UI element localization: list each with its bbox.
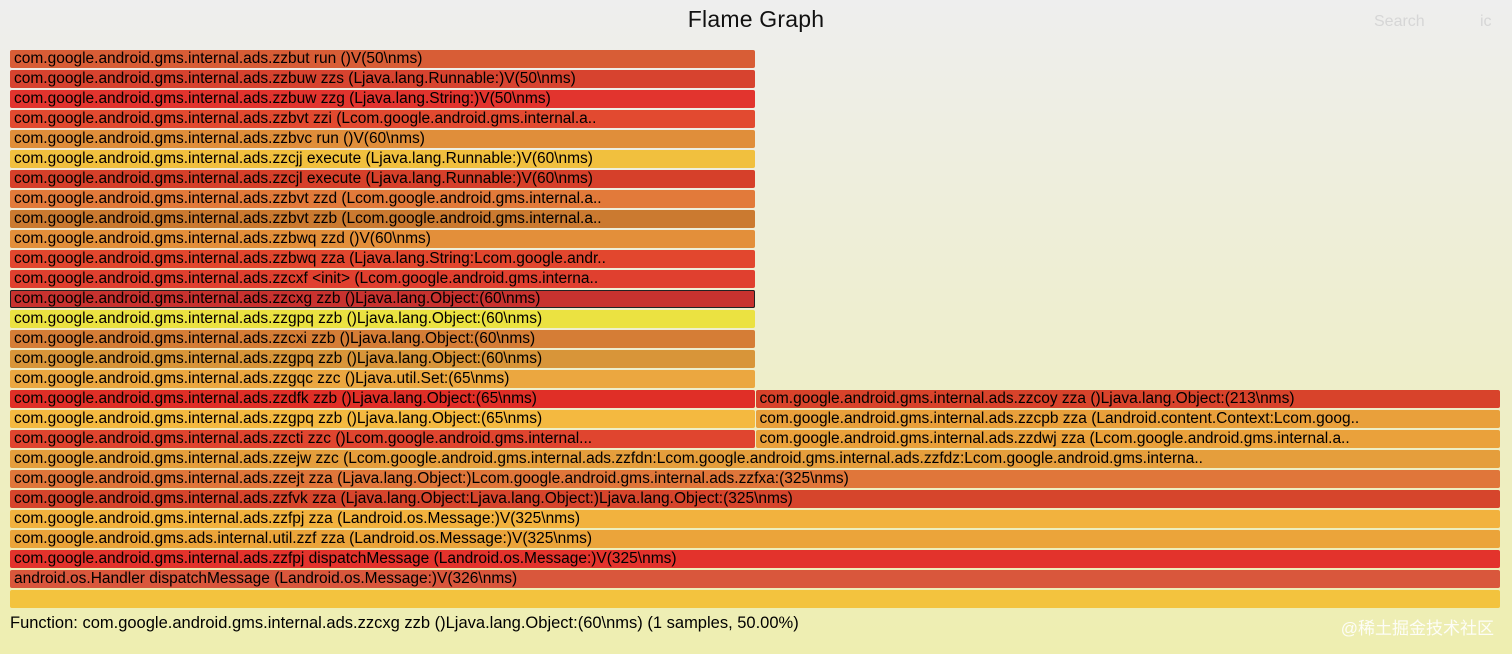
flame-frame-label: com.google.android.gms.internal.ads.zzbu… xyxy=(14,90,551,107)
flame-frame[interactable]: com.google.android.gms.internal.ads.zzbu… xyxy=(10,90,755,108)
flame-frame[interactable] xyxy=(10,590,1500,608)
flame-frame[interactable]: com.google.android.gms.internal.ads.zzco… xyxy=(755,390,1500,408)
flame-frame[interactable]: com.google.android.gms.internal.ads.zzbv… xyxy=(10,110,755,128)
ignore-case-toggle[interactable]: ic xyxy=(1480,13,1492,30)
flame-frame-label: com.google.android.gms.internal.ads.zzfv… xyxy=(14,490,793,507)
flame-frame-label: com.google.android.gms.internal.ads.zzbw… xyxy=(14,230,431,247)
search-button[interactable]: Search xyxy=(1374,13,1425,30)
flame-frame-label: com.google.android.gms.internal.ads.zzdw… xyxy=(759,430,1350,447)
flame-frame[interactable]: com.google.android.gms.internal.ads.zzct… xyxy=(10,430,755,448)
flame-frame[interactable]: com.google.android.gms.internal.ads.zzbu… xyxy=(10,70,755,88)
chart-title: Flame Graph xyxy=(687,6,825,32)
flame-frame[interactable]: com.google.android.gms.internal.ads.zzgq… xyxy=(10,370,755,388)
flame-frame[interactable]: com.google.android.gms.internal.ads.zzgp… xyxy=(10,410,755,428)
flame-frame-label: com.google.android.gms.internal.ads.zzbv… xyxy=(14,190,602,207)
flame-frame[interactable]: com.google.android.gms.ads.internal.util… xyxy=(10,530,1500,548)
flame-frame-label: com.google.android.gms.internal.ads.zzcx… xyxy=(14,330,536,347)
flame-frame-label: com.google.android.gms.internal.ads.zzbu… xyxy=(14,70,576,87)
flame-frame[interactable]: com.google.android.gms.internal.ads.zzcj… xyxy=(10,170,755,188)
flame-frame-label: com.google.android.gms.internal.ads.zzcj… xyxy=(14,150,593,167)
flame-frame-label: com.google.android.gms.internal.ads.zzbv… xyxy=(14,210,602,227)
flame-frame-label: com.google.android.gms.internal.ads.zzcj… xyxy=(14,170,593,187)
flame-frame-label: com.google.android.gms.internal.ads.zzcx… xyxy=(14,270,599,287)
flame-frame-label: com.google.android.gms.internal.ads.zzct… xyxy=(14,430,593,447)
flame-frame-label: com.google.android.gms.internal.ads.zzcx… xyxy=(14,290,541,307)
flame-frame[interactable]: com.google.android.gms.internal.ads.zzej… xyxy=(10,470,1500,488)
flame-frame-label: com.google.android.gms.internal.ads.zzgp… xyxy=(14,410,543,427)
flame-frame[interactable]: com.google.android.gms.internal.ads.zzfp… xyxy=(10,550,1500,568)
flame-frame-label: com.google.android.gms.internal.ads.zzdf… xyxy=(14,390,537,407)
flame-frame[interactable]: com.google.android.gms.internal.ads.zzcx… xyxy=(10,270,755,288)
flame-frame[interactable]: com.google.android.gms.internal.ads.zzbv… xyxy=(10,190,755,208)
flame-frame-label: com.google.android.gms.internal.ads.zzcp… xyxy=(759,410,1360,427)
flame-frame[interactable]: com.google.android.gms.internal.ads.zzgp… xyxy=(10,350,755,368)
flame-frame-label: android.os.Handler dispatchMessage (Land… xyxy=(14,570,518,587)
flame-frame-label: com.google.android.gms.internal.ads.zzej… xyxy=(14,450,1203,467)
flame-frame-label: com.google.android.gms.ads.internal.util… xyxy=(14,530,593,547)
flame-frame[interactable]: com.google.android.gms.internal.ads.zzbu… xyxy=(10,50,755,68)
flame-frame[interactable]: com.google.android.gms.internal.ads.zzbv… xyxy=(10,130,755,148)
flame-frame-label: com.google.android.gms.internal.ads.zzbv… xyxy=(14,110,597,127)
flame-frame[interactable]: com.google.android.gms.internal.ads.zzfp… xyxy=(10,510,1500,528)
flame-frame[interactable]: com.google.android.gms.internal.ads.zzgp… xyxy=(10,310,755,328)
flame-frame[interactable]: android.os.Handler dispatchMessage (Land… xyxy=(10,570,1500,588)
flame-frame-label: com.google.android.gms.internal.ads.zzfp… xyxy=(14,550,677,567)
flame-frame[interactable]: com.google.android.gms.internal.ads.zzcp… xyxy=(755,410,1500,428)
flame-frame-label: com.google.android.gms.internal.ads.zzco… xyxy=(759,390,1295,407)
flame-frame-label: com.google.android.gms.internal.ads.zzbv… xyxy=(14,130,425,147)
function-details: Function: com.google.android.gms.interna… xyxy=(10,614,799,632)
flame-frame-label: com.google.android.gms.internal.ads.zzfp… xyxy=(14,510,581,527)
flame-frame[interactable]: com.google.android.gms.internal.ads.zzbv… xyxy=(10,210,755,228)
flame-frame[interactable]: com.google.android.gms.internal.ads.zzcx… xyxy=(10,290,755,308)
flame-frame-label: com.google.android.gms.internal.ads.zzgq… xyxy=(14,370,510,387)
flame-frame[interactable]: com.google.android.gms.internal.ads.zzdw… xyxy=(755,430,1500,448)
flame-frame-label: com.google.android.gms.internal.ads.zzbu… xyxy=(14,50,423,67)
flame-frame[interactable]: com.google.android.gms.internal.ads.zzfv… xyxy=(10,490,1500,508)
flame-frame[interactable]: com.google.android.gms.internal.ads.zzbw… xyxy=(10,230,755,248)
watermark: @稀土掘金技术社区 xyxy=(1340,619,1494,638)
flame-frame-label: com.google.android.gms.internal.ads.zzbw… xyxy=(14,250,606,267)
flame-frame-label: com.google.android.gms.internal.ads.zzej… xyxy=(14,470,849,487)
flame-frame-label: com.google.android.gms.internal.ads.zzgp… xyxy=(14,310,543,327)
flame-frame[interactable]: com.google.android.gms.internal.ads.zzcx… xyxy=(10,330,755,348)
flame-frame-label: com.google.android.gms.internal.ads.zzgp… xyxy=(14,350,543,367)
flame-frame[interactable]: com.google.android.gms.internal.ads.zzej… xyxy=(10,450,1500,468)
flame-frame[interactable]: com.google.android.gms.internal.ads.zzcj… xyxy=(10,150,755,168)
flame-frame[interactable]: com.google.android.gms.internal.ads.zzbw… xyxy=(10,250,755,268)
flame-frame[interactable]: com.google.android.gms.internal.ads.zzdf… xyxy=(10,390,755,408)
